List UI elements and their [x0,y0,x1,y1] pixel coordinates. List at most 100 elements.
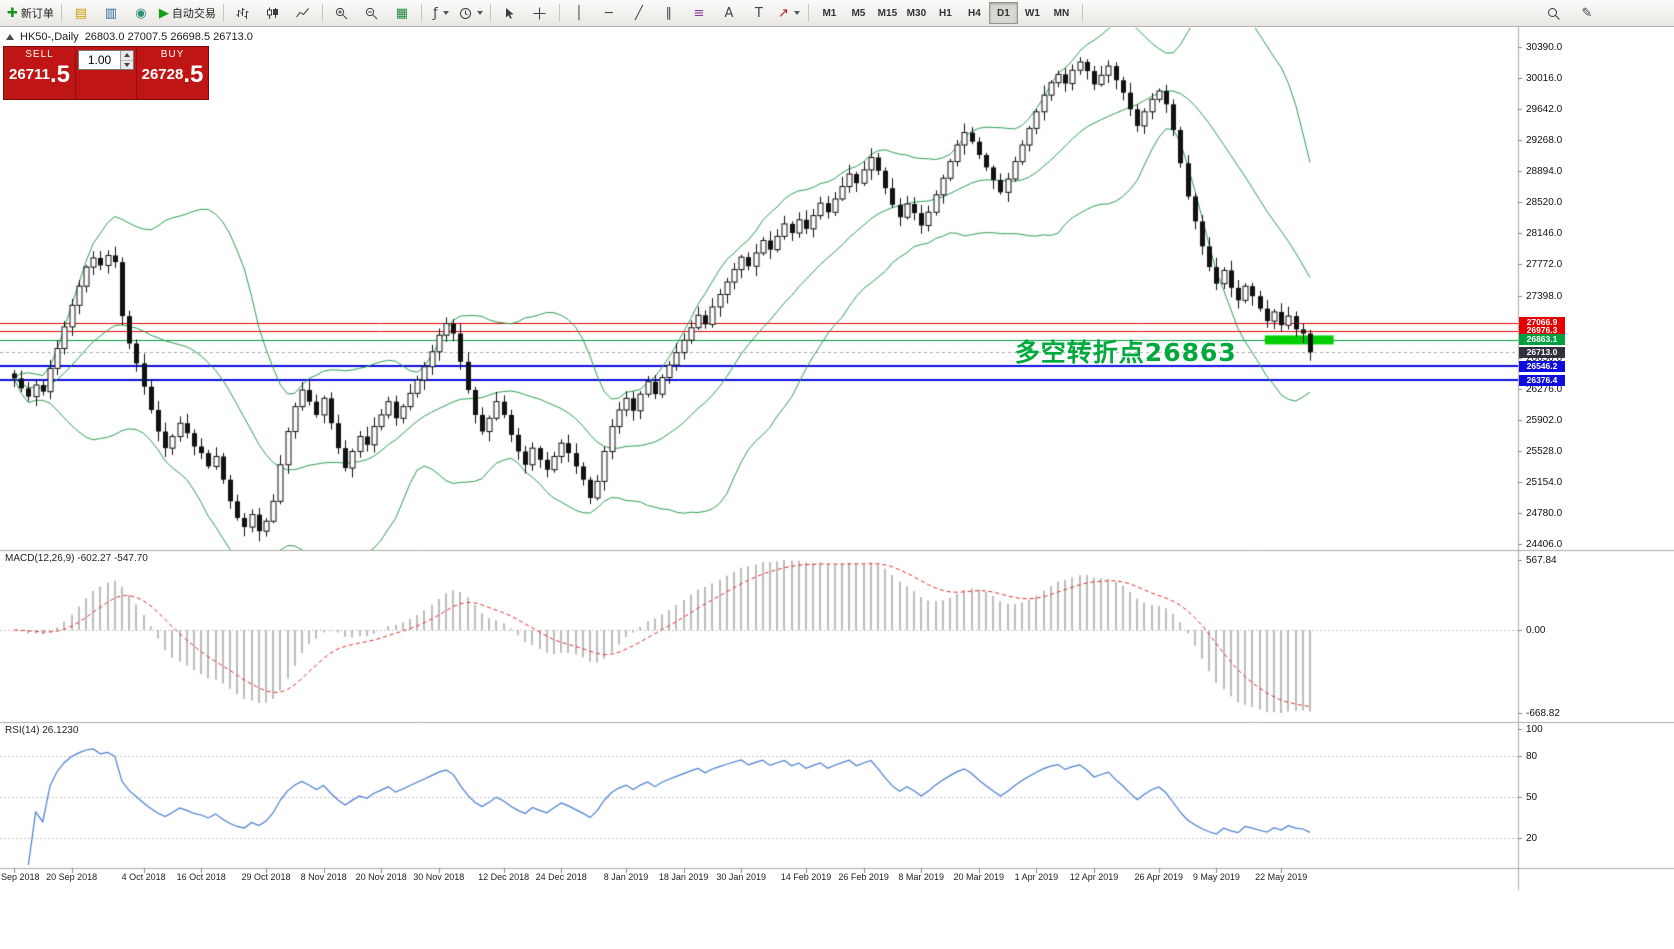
timeframe-m1[interactable]: M1 [822,7,837,19]
dropdown-arrow-icon [793,11,800,15]
line-chart-icon[interactable] [288,2,318,24]
autotrading-glyph: ▶ [158,5,169,21]
level-price-tag: 26863.1 [1519,334,1565,346]
price-axis-label: 26276.0 [1526,383,1563,395]
price-axis-label: 24780.0 [1526,507,1563,519]
toolbar-separator [489,4,491,22]
timeframe-mn[interactable]: MN [1053,7,1070,19]
timeframe-m5[interactable]: M5 [851,7,866,19]
text-icon[interactable]: A [714,2,744,24]
candlestick-chart-icon[interactable] [258,2,288,24]
sell-button[interactable]: SELL 26711.5 [4,47,76,99]
toolbar-separator [60,4,62,22]
fibonacci-icon-glyph: ≡ [693,5,705,21]
timeframe-m15[interactable]: M15 [877,7,898,19]
buy-label: BUY [160,49,185,60]
current-price-tag: 26713.0 [1519,346,1565,358]
arrows-glyph: ↗ [777,5,789,21]
lot-input[interactable] [79,51,120,69]
toolbar-separator [321,4,323,22]
level-price-tag: 26376.4 [1519,374,1565,386]
price-axis-label: 27398.0 [1526,290,1563,302]
periods-button[interactable] [456,2,486,24]
trade-panel-collapse-icon[interactable] [6,34,14,40]
label-icon[interactable]: T [744,2,774,24]
ohlc-values: 26803.0 27007.5 26698.5 26713.0 [84,31,253,43]
date-label: 8 Mar 2019 [898,872,944,882]
level-price-tag: 26546.2 [1519,360,1565,372]
cursor-icon[interactable] [495,2,525,24]
fibonacci-icon[interactable]: ≡ [684,2,714,24]
new-window-icon[interactable]: ✎ [1581,5,1593,21]
macd-axis-label: 0.00 [1526,625,1546,636]
lot-decrement-button[interactable] [121,59,133,69]
price-axis-label: 24406.0 [1526,539,1563,550]
buy-price: 26728.5 [141,61,204,88]
channel-icon[interactable]: ∥ [654,2,684,24]
new-order-button[interactable]: ✚ 新订单 [7,5,54,21]
date-label: 8 Nov 2018 [300,872,347,882]
lot-size-section [76,47,136,99]
timeframe-h1[interactable]: H1 [939,7,952,19]
toolbar-separator [222,4,224,22]
lot-spinbox [78,50,134,70]
tile-windows-icon[interactable]: ▦ [387,2,417,24]
vertical-line-icon[interactable]: │ [564,2,594,24]
date-label: 30 Jan 2019 [716,872,766,882]
crosshair-icon[interactable] [525,2,555,24]
toolbar-right-group: ✎ [1538,2,1602,24]
price-axis-label: 29268.0 [1526,135,1563,147]
lot-spinner [120,51,133,69]
price-axis-label: 28146.0 [1526,228,1563,240]
new-order-glyph: ✚ [7,5,18,21]
trendline-icon[interactable]: ╱ [624,2,654,24]
indicators-button[interactable]: ƒ [426,2,456,24]
price-axis-label: 30390.0 [1526,42,1563,53]
trendline-icon-glyph: ╱ [634,5,643,21]
timeframe-w1[interactable]: W1 [1024,7,1040,19]
charts-panel-icon[interactable]: ▤ [66,2,96,24]
timeframe-group: M1 M5 M15 M30 H1 H4 D1 W1 MN [815,2,1076,24]
toolbar-separator [558,4,560,22]
charts-panel-icon-glyph: ▤ [74,5,88,21]
text-icon-glyph: A [724,5,734,21]
toolbar-separator [807,4,809,22]
search-icon[interactable] [1538,2,1568,24]
market-watch-icon[interactable]: ▥ [96,2,126,24]
spin-down-icon [124,62,130,67]
price-axis-label: 26650.0 [1526,352,1563,364]
date-label: 20 Mar 2019 [953,872,1005,882]
rsi-axis-label: 20 [1526,832,1538,844]
toolbar-separator [420,4,422,22]
channel-icon-glyph: ∥ [665,5,673,21]
bar-chart-icon[interactable] [228,2,258,24]
vertical-line-icon-glyph: │ [574,5,583,21]
zoom-in-icon[interactable] [327,2,357,24]
level-price-tag: 27066.9 [1519,317,1565,329]
indicators-glyph: ƒ [433,5,438,21]
lot-increment-button[interactable] [121,51,133,60]
rsi-indicator-label: RSI(14) 26.1230 [5,725,79,736]
chart-annotation-text[interactable]: 多空转折点26863 [1014,338,1237,368]
buy-button[interactable]: BUY 26728.5 [136,47,208,99]
level-price-tag: 26976.3 [1519,325,1565,337]
price-axis-label: 25154.0 [1526,476,1563,488]
autotrading-button[interactable]: ▶ 自动交易 [158,5,216,21]
macd-indicator-label: MACD(12,26,9) -602.27 -547.70 [5,553,148,564]
date-label: 20 Sep 2018 [46,872,98,882]
tile-windows-icon-glyph: ▦ [395,5,409,21]
zoom-out-icon[interactable] [357,2,387,24]
horizontal-line-icon[interactable]: ─ [594,2,624,24]
date-label: 18 Jan 2019 [658,872,709,882]
timeframe-h4[interactable]: H4 [968,7,981,19]
date-label: 20 Nov 2018 [355,872,407,882]
dropdown-arrow-icon [476,11,483,15]
support-icon[interactable]: ◉ [126,2,156,24]
timeframe-m30[interactable]: M30 [906,7,927,19]
price-axis-label: 25528.0 [1526,445,1563,457]
sell-label: SELL [25,49,54,60]
arrows-button[interactable]: ↗ [774,2,804,24]
timeframe-d1[interactable]: D1 [988,2,1018,24]
